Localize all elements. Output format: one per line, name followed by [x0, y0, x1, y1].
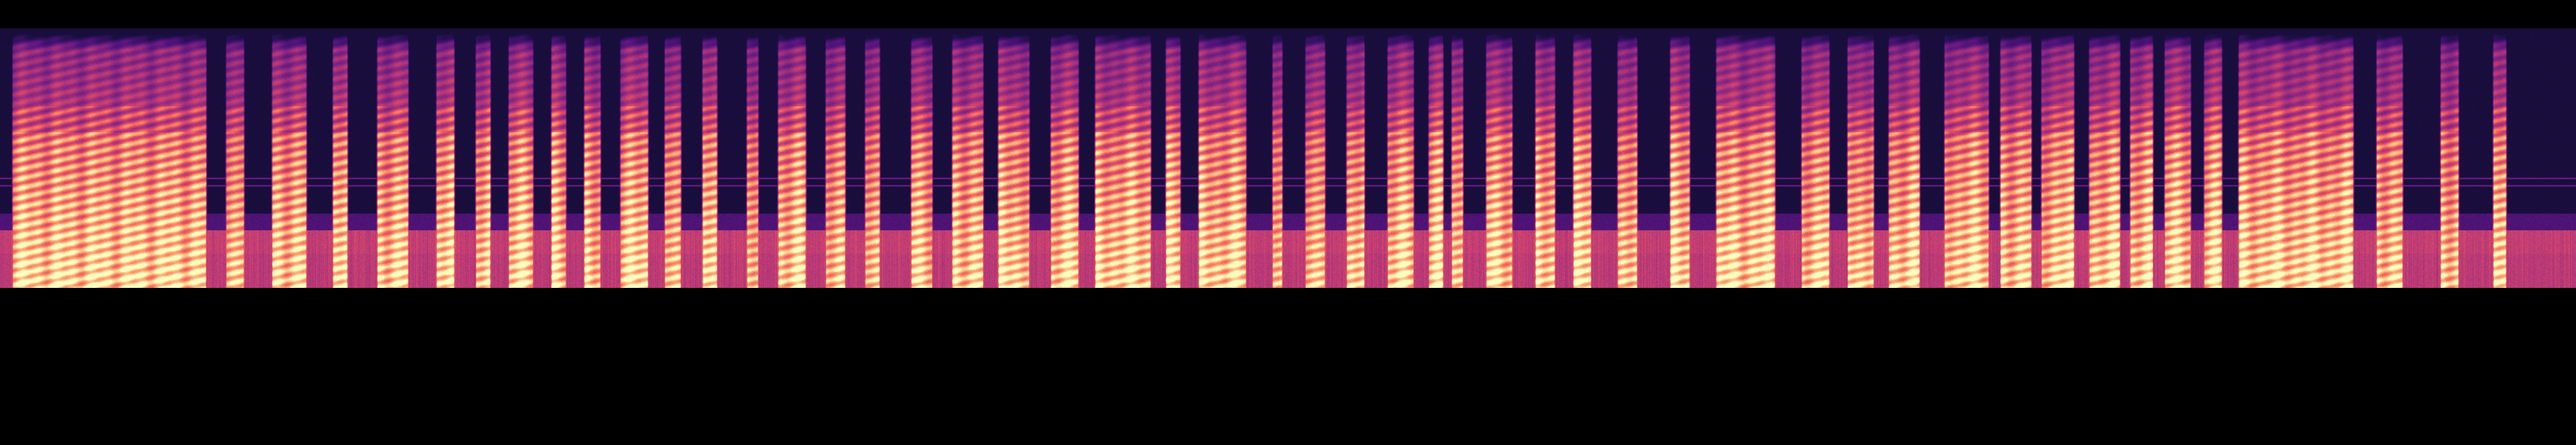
spectrogram-image	[0, 0, 2576, 288]
spectrogram-view	[0, 0, 2576, 288]
